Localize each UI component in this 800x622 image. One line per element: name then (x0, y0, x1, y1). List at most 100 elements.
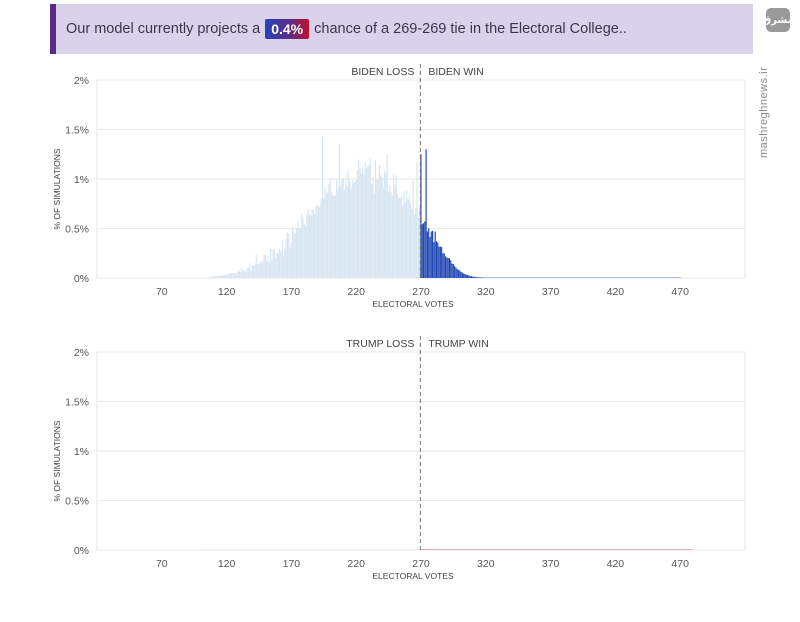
histogram-bar (428, 228, 430, 278)
histogram-bar (429, 237, 431, 278)
histogram-bar (286, 232, 289, 278)
histogram-bar (232, 273, 234, 278)
histogram-bar (402, 205, 404, 278)
histogram-bar (285, 239, 287, 278)
histogram-bar (257, 264, 259, 278)
histogram-bar (386, 154, 388, 278)
histogram-bar (312, 210, 314, 278)
histogram-bar (292, 226, 294, 278)
tie-banner: Our model currently projects a 0.4% chan… (50, 4, 753, 54)
histogram-bar (368, 165, 370, 278)
histogram-bar (452, 264, 454, 278)
histogram-bar (400, 195, 403, 278)
histogram-bar (294, 233, 296, 278)
x-tick-label: 70 (156, 558, 168, 570)
tie-chance-badge: 0.4% (265, 19, 310, 39)
histogram-bar (463, 273, 465, 278)
histogram-bar (302, 217, 304, 278)
histogram-bar (367, 165, 369, 278)
histogram-bar (254, 263, 256, 278)
histogram-bar (273, 248, 276, 278)
x-tick-label: 170 (283, 558, 301, 570)
histogram-bar (472, 276, 474, 278)
histogram-bar (314, 213, 316, 278)
histogram-bar (218, 276, 220, 278)
histogram-bar (464, 274, 466, 278)
histogram-bar (371, 183, 373, 278)
histogram-bar (332, 195, 334, 278)
histogram-bar (295, 228, 298, 278)
histogram-bar (224, 274, 226, 278)
histogram-bar (413, 214, 416, 278)
histogram-bar (222, 275, 224, 278)
histogram-bar (301, 213, 303, 278)
histogram-bar (251, 264, 254, 278)
histogram-bar (446, 257, 448, 278)
histogram-bar (298, 228, 300, 278)
histogram-bar (362, 167, 364, 278)
histogram-bar (350, 188, 352, 278)
x-tick-label: 470 (671, 558, 689, 570)
histogram-bar (457, 269, 460, 278)
histogram-bar (438, 246, 440, 278)
histogram-bar (231, 273, 233, 278)
histogram-bar (241, 268, 243, 278)
histogram-bar (223, 275, 225, 278)
histogram-bar (420, 154, 422, 278)
histogram-bar (327, 191, 329, 278)
win-label: TRUMP WIN (428, 338, 488, 350)
histogram-bar (306, 214, 308, 278)
histogram-bar (391, 195, 393, 278)
histogram-bar (411, 208, 413, 278)
histogram-bar (317, 207, 320, 278)
histogram-bar (236, 273, 238, 278)
histogram-bar (289, 246, 291, 278)
histogram-bar (430, 231, 432, 278)
histogram-bar (460, 271, 462, 278)
histogram-bar (352, 182, 355, 278)
x-tick-label: 370 (542, 286, 560, 298)
histogram-bar (290, 242, 292, 278)
histogram-bar (333, 196, 335, 278)
histogram-bar (373, 193, 375, 278)
histogram-bar (264, 254, 266, 278)
histogram-bar (369, 158, 371, 278)
histogram-bar (262, 260, 264, 278)
histogram-bar (308, 214, 311, 278)
histogram-bar (216, 275, 219, 278)
histogram-bar (380, 175, 382, 278)
histogram-bar (364, 163, 366, 278)
histogram-bar (461, 272, 463, 278)
histogram-bar (319, 205, 321, 278)
histogram-bar (228, 274, 230, 278)
histogram-bar (316, 205, 318, 278)
histogram-bar (390, 192, 392, 278)
histogram-bar (210, 277, 212, 278)
histogram-bar (340, 185, 342, 278)
x-axis-title: ELECTORAL VOTES (372, 571, 454, 581)
histogram-bar (359, 167, 361, 278)
histogram-bar (394, 185, 396, 278)
x-tick-label: 470 (671, 286, 689, 298)
histogram-bar (227, 274, 229, 278)
banner-text-after: chance of a 269-269 tie in the Electoral… (314, 21, 627, 37)
histogram-bar (476, 277, 478, 278)
histogram-bar (419, 207, 421, 278)
histogram-bar (381, 177, 383, 278)
histogram-bar (299, 228, 301, 278)
histogram-bar (478, 277, 480, 278)
histogram-bar (275, 257, 277, 278)
histogram-bar (219, 275, 221, 278)
histogram-bar (245, 272, 247, 278)
histogram-bar (426, 231, 428, 278)
histogram-bar (220, 275, 222, 278)
histogram-bar (473, 276, 475, 278)
histogram-bar (253, 265, 255, 278)
x-tick-label: 120 (218, 558, 236, 570)
x-tick-label: 320 (477, 558, 495, 570)
histogram-bar (214, 276, 216, 278)
histogram-bar (242, 270, 244, 278)
histogram-bar (272, 250, 274, 278)
histogram-bar (211, 276, 213, 278)
histogram-bar (225, 274, 228, 278)
